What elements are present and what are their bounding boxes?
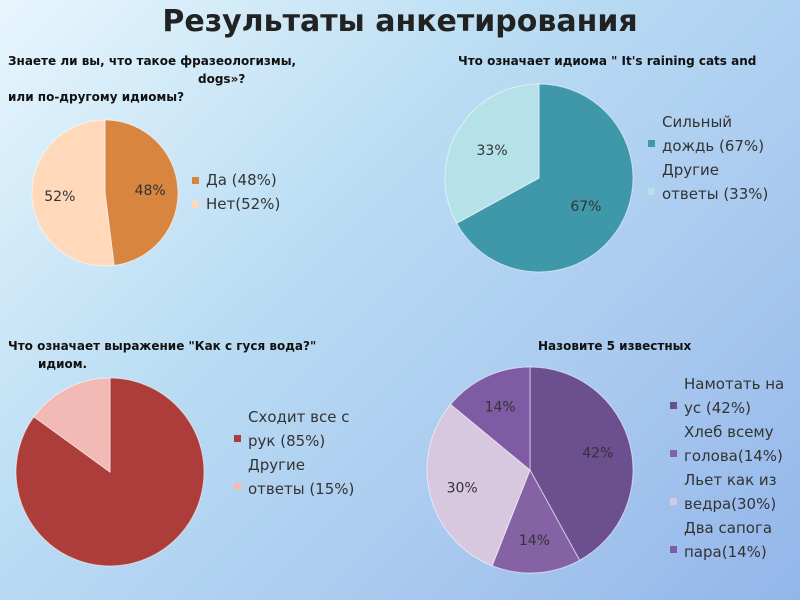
chart-3-legend-label-1: Сходит все с рук (85%) (248, 408, 350, 450)
chart-4-slice-2 (491, 468, 581, 574)
chart-4-legend-label-2: Хлеб всему голова(14%) (684, 423, 783, 465)
chart-4-legend-label-1: Намотать на ус (42%) (684, 375, 785, 417)
chart-4-title-line-1: Назовите 5 известных (538, 339, 692, 353)
slide-title: Результаты анкетирования (162, 4, 638, 39)
chart-1-legend-swatch-1 (192, 177, 199, 184)
chart-2-legend-item-1: Сильный дождь (67%) (648, 110, 774, 158)
chart-1-title-line-2: dogs»? (198, 72, 246, 86)
chart-3-legend-item-2: Другие ответы (15%) (234, 453, 360, 501)
chart-3-title-line-1: Что означает выражение "Как с гуся вода?… (8, 339, 317, 353)
chart-4-legend-item-2: Хлеб всему голова(14%) (670, 420, 796, 468)
chart-1-slice-2 (31, 119, 115, 267)
chart-2-slice-1 (455, 83, 634, 273)
chart-1-title: Знаете ли вы, что такое фразеологизмы, d… (8, 52, 378, 106)
chart-2-legend-swatch-2 (648, 188, 655, 195)
chart-1-legend: Да (48%) Нет(52%) (192, 168, 280, 216)
chart-4-legend-swatch-4 (670, 546, 677, 553)
chart-3-legend: Сходит все с рук (85%) Другие ответы (15%… (234, 405, 360, 501)
chart-1-legend-item-2: Нет(52%) (192, 192, 280, 216)
chart-3-legend-label-2: Другие ответы (15%) (248, 456, 355, 498)
chart-2-legend-label-1: Сильный дождь (67%) (662, 113, 765, 155)
chart-2-title-line-1: Что означает идиома " It's raining cats … (458, 54, 757, 68)
chart-1-legend-item-1: Да (48%) (192, 168, 280, 192)
chart-3-legend-item-1: Сходит все с рук (85%) (234, 405, 360, 453)
chart-1-pie: 48% 52% (31, 119, 179, 267)
chart-3-title: Что означает выражение "Как с гуся вода?… (8, 337, 408, 373)
chart-1-legend-label-2: Нет(52%) (206, 195, 281, 213)
chart-3-legend-swatch-2 (234, 483, 241, 490)
chart-4-legend-item-3: Льет как из ведра(30%) (670, 468, 796, 516)
chart-1-slice-1 (104, 119, 179, 266)
chart-2-slice-2 (444, 83, 540, 224)
chart-3-slice-2 (33, 377, 111, 473)
chart-4-data-label-3: 30% (447, 480, 478, 496)
chart-1-legend-swatch-2 (192, 201, 199, 208)
chart-4-legend-label-3: Льет как из ведра(30%) (684, 471, 777, 513)
chart-4-legend-item-1: Намотать на ус (42%) (670, 372, 796, 420)
chart-1-data-label-1: 48% (135, 183, 166, 199)
chart-4-legend-swatch-1 (670, 402, 677, 409)
chart-4-legend-swatch-2 (670, 450, 677, 457)
chart-2-legend: Сильный дождь (67%) Другие ответы (33%) (648, 110, 774, 206)
chart-4-slice-4 (449, 366, 531, 472)
chart-2-legend-label-2: Другие ответы (33%) (662, 161, 769, 203)
chart-3-title-line-2: идиом. (38, 357, 88, 371)
chart-4-legend-swatch-3 (670, 498, 677, 505)
chart-2-data-label-2: 33% (477, 143, 508, 159)
chart-4-legend: Намотать на ус (42%) Хлеб всему голова(14… (670, 372, 796, 564)
chart-2-data-label-1: 67% (570, 199, 601, 215)
chart-2-legend-swatch-1 (648, 140, 655, 147)
chart-1-data-label-2: 52% (44, 189, 75, 205)
chart-3-pie (15, 377, 205, 567)
chart-4-title: Назовите 5 известных (538, 337, 788, 355)
chart-2-pie: 67% 33% (444, 83, 634, 273)
chart-1-title-line-1: Знаете ли вы, что такое фразеологизмы, (8, 54, 297, 68)
chart-4-slice-1 (529, 366, 634, 561)
chart-4-slice-3 (426, 403, 531, 567)
chart-4-data-label-2: 14% (519, 533, 550, 549)
chart-2-legend-item-2: Другие ответы (33%) (648, 158, 774, 206)
chart-2-title: Что означает идиома " It's raining cats … (458, 52, 788, 70)
chart-4-data-label-1: 42% (582, 446, 613, 462)
chart-4-pie: 42% 14% 30% 14% (426, 366, 634, 574)
chart-3-legend-swatch-1 (234, 435, 241, 442)
chart-4-legend-item-4: Два сапога пара(14%) (670, 516, 796, 564)
chart-1-title-line-3: или по-другому идиомы? (8, 90, 185, 104)
chart-1-legend-label-1: Да (48%) (206, 171, 277, 189)
chart-4-legend-label-4: Два сапога пара(14%) (684, 519, 773, 561)
chart-4-data-label-4: 14% (485, 400, 516, 416)
